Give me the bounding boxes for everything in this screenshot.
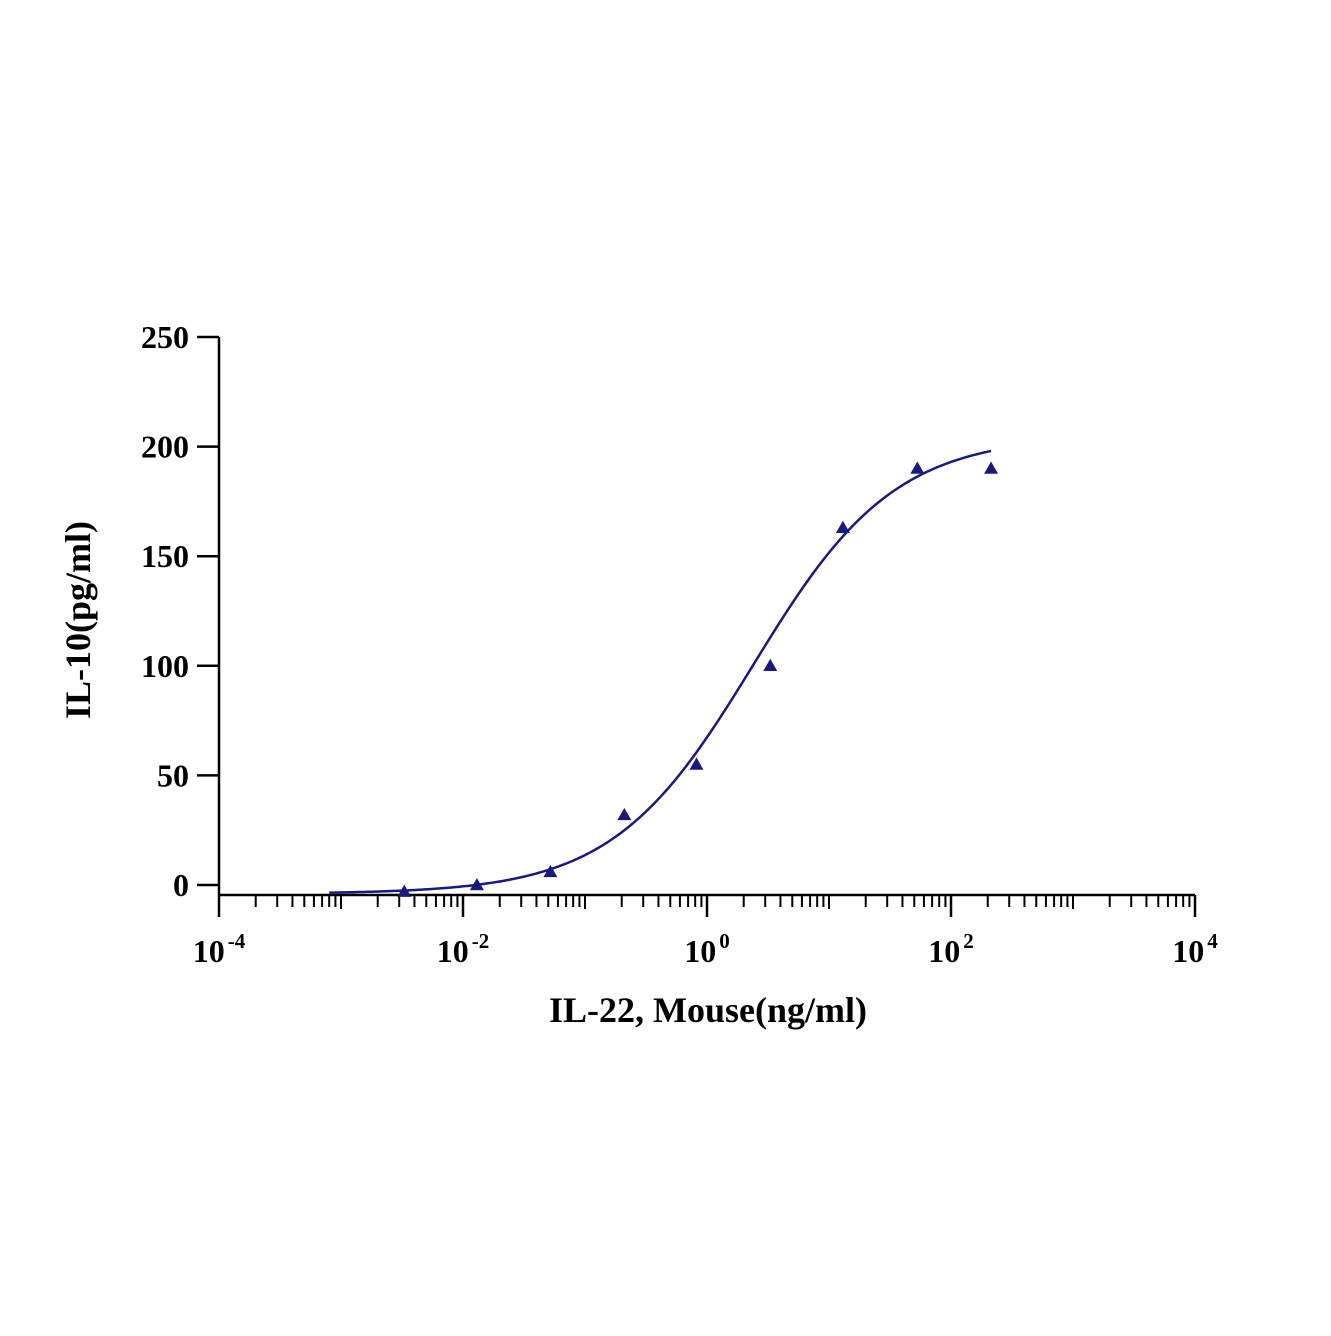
x-tick-label: 10 4 (1172, 929, 1218, 969)
x-tick-label: 10 -2 (437, 929, 490, 969)
data-point (910, 461, 925, 474)
data-point (617, 807, 632, 821)
tick-labels: 0 50 100 150 200 250 10 -4 10 -2 10 0 10 2 10 4 (141, 319, 1218, 969)
x-tick-label: 10 2 (928, 929, 974, 969)
data-point (397, 884, 412, 897)
y-tick-label: 100 (141, 648, 189, 684)
data-points (397, 461, 999, 897)
y-axis-title: IL-10(pg/ml) (58, 521, 98, 719)
data-point (469, 878, 484, 891)
axes (217, 337, 1195, 897)
x-axis-title: IL-22, Mouse(ng/ml) (549, 990, 867, 1030)
x-tick-label: 10 0 (684, 929, 730, 969)
data-point (543, 864, 558, 878)
data-point (835, 520, 850, 533)
y-tick-label: 150 (141, 538, 189, 574)
fit-curve (329, 449, 992, 894)
data-point (984, 461, 999, 474)
y-tick-label: 250 (141, 319, 189, 355)
data-point (689, 757, 704, 770)
y-tick-label: 0 (173, 867, 189, 903)
x-tick-label: 10 -4 (193, 929, 246, 969)
data-point (763, 658, 778, 672)
y-tick-label: 200 (141, 429, 189, 465)
y-tick-label: 50 (157, 757, 189, 793)
ticks (197, 335, 1197, 917)
